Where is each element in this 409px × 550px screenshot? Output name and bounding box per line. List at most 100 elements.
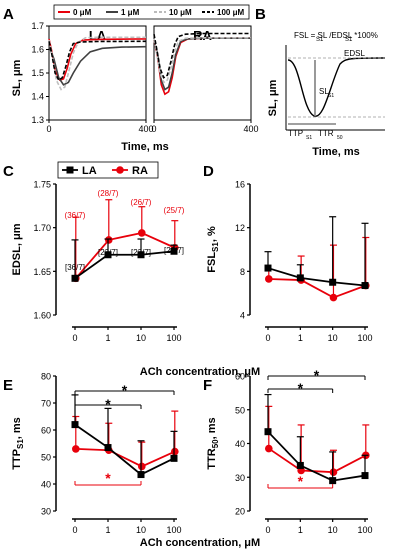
- panel-c-ytick-label: 1.65: [33, 267, 51, 277]
- panel-b-sl-sub: S1: [328, 93, 334, 99]
- panel-b-ttp-label: TTP: [288, 129, 303, 138]
- panel-c-ra-marker: [138, 229, 146, 237]
- panel-f-ytick-label: 60: [235, 372, 245, 382]
- panel-e-xtick-label: 1: [105, 525, 110, 535]
- panel-e-la-line: [74, 423, 175, 476]
- panel-b-sl-label: SL: [319, 87, 329, 96]
- panel-f-la-marker: [329, 477, 337, 485]
- panel-c-ra-n-label: (28/7): [98, 189, 119, 198]
- panel-d-ytick-label: 8: [240, 267, 245, 277]
- panel-c-la-marker: [137, 251, 145, 259]
- panel-e-ttp-chart: 30 40 50 60 70 80 0 1 10 100 TTPS1, ms * * *: [11, 372, 182, 536]
- panel-a-ra-trace-100um: [153, 32, 251, 79]
- legend-cd-label: LA: [82, 165, 97, 177]
- panel-f-la-line: [267, 431, 366, 482]
- legend-a-label: 100 μM: [217, 8, 244, 17]
- panel-a-ytick-label: 1.4: [31, 92, 44, 102]
- legend-cd-marker: [66, 166, 74, 174]
- panel-c-xtick-label: 100: [166, 333, 181, 343]
- panel-d-ra-marker: [329, 293, 338, 302]
- panel-f-sig-star: *: [314, 367, 320, 383]
- panel-b-schematic: FSL = SL /EDSL *100% S1 S1 SL, μm Time, …: [267, 31, 386, 158]
- panel-e-la-marker: [137, 471, 145, 479]
- panel-b-sl-curve: [287, 57, 386, 117]
- panel-f-ytick-label: 40: [235, 439, 245, 449]
- panel-c-ra-line: [75, 231, 176, 279]
- legend-a-label: 0 μM: [73, 8, 92, 17]
- panel-b-ttr-sub: 50: [337, 135, 343, 141]
- panel-e-ytick-label: 30: [41, 507, 51, 517]
- legend-cd-marker: [116, 166, 124, 174]
- panel-e-la-marker: [71, 421, 79, 429]
- panel-d-ytick-label: 4: [240, 311, 245, 321]
- panel-label-d: D: [203, 163, 214, 180]
- panel-d-fsl-chart: 4 8 12 16 0 1 10 100 FSLS1, %: [206, 180, 373, 344]
- panel-c-edsl-chart: 1.60 1.65 1.70 1.75 0 1 10 100 EDSL, μm [36/7] [22…: [11, 180, 185, 344]
- panel-e-ra-marker: [138, 462, 146, 471]
- panel-f-xtick-label: 0: [265, 525, 270, 535]
- panel-a-la-xtick-label: 400: [138, 124, 153, 134]
- panel-d-la-marker: [296, 274, 304, 282]
- panel-f-xtick-label: 100: [357, 525, 372, 535]
- panel-d-xtick-label: 10: [328, 333, 338, 343]
- panel-d-la-line: [267, 267, 366, 287]
- panel-e-ytick-label: 50: [41, 453, 51, 463]
- panel-e-ytick-label: 70: [41, 399, 51, 409]
- panel-a-ra-title: RA: [193, 28, 212, 43]
- panel-f-ytick-label: 30: [235, 473, 245, 483]
- panel-a-ytick-label: 1.5: [31, 68, 44, 78]
- legend-la-ra: LA RA: [57, 161, 159, 179]
- panel-e-xtick-label: 10: [136, 525, 146, 535]
- panel-f-xtick-label: 1: [298, 525, 303, 535]
- panel-a-ra-xtick-label: 400: [243, 124, 258, 134]
- panel-c-ytick-label: 1.70: [33, 223, 51, 233]
- panel-b-xlabel: Time, ms: [312, 146, 360, 158]
- panel-d-la-marker: [361, 282, 369, 290]
- panel-f-ra-marker: [329, 468, 338, 476]
- panel-a-la-trace-100um: [48, 40, 147, 82]
- panel-a-xlabel: Time, ms: [121, 141, 169, 153]
- panel-e-ytick-label: 80: [41, 372, 51, 382]
- panel-c-la-marker: [170, 247, 178, 255]
- panel-d-ra-line: [268, 278, 367, 299]
- panel-a-ra-xtick-label: 0: [151, 124, 156, 134]
- panel-b-formula: FSL = SL /EDSL *100%: [294, 31, 378, 40]
- panel-label-c: C: [3, 163, 14, 180]
- panel-e-ylabel: TTPS1, ms: [11, 417, 25, 470]
- panel-a-ylabel: SL, μm: [11, 59, 23, 96]
- panel-e-sig-star: *: [105, 396, 111, 412]
- legend-cd-label: RA: [132, 165, 148, 177]
- legend-a-label: 10 μM: [169, 8, 192, 17]
- panel-c-la-line: [74, 250, 175, 280]
- panel-e-ytick-label: 60: [41, 426, 51, 436]
- panel-f-ra-marker: [265, 444, 273, 453]
- panel-d-la-marker: [264, 264, 272, 272]
- panel-c-ra-n-label: (25/7): [164, 206, 185, 215]
- panel-d-xtick-label: 100: [357, 333, 372, 343]
- panel-c-la-marker: [104, 251, 112, 259]
- panel-a-ytick-label: 1.3: [31, 115, 44, 125]
- panel-c-ra-n-label: (36/7): [65, 211, 86, 220]
- panel-f-ytick-label: 20: [235, 507, 245, 517]
- legend-a-label: 1 μM: [121, 8, 140, 17]
- panel-label-b: B: [255, 6, 266, 23]
- panel-a-la-trace-1um: [48, 45, 147, 86]
- panel-c-la-marker: [71, 274, 79, 282]
- panel-f-ra-line: [268, 447, 367, 474]
- panel-e-ra-marker: [171, 447, 179, 456]
- panel-a-ra-frame: [153, 25, 252, 121]
- panel-c-ra-marker: [105, 236, 113, 244]
- legend-cd-box: [57, 161, 159, 179]
- panel-label-e: E: [3, 377, 13, 394]
- panel-a-la-xtick-label: 0: [46, 124, 51, 134]
- panel-f-xtick-label: 10: [328, 525, 338, 535]
- panel-f-ylabel: TTR50, ms: [206, 417, 220, 469]
- panel-e-sig-star: *: [122, 382, 128, 398]
- panel-e-xtick-label: 0: [72, 525, 77, 535]
- panel-b-ttp-sub: S1: [306, 135, 312, 141]
- panel-e-sig-star: *: [105, 470, 111, 486]
- panel-e-la-marker: [170, 454, 178, 462]
- panel-c-la-n-label: [22/7]: [98, 248, 118, 257]
